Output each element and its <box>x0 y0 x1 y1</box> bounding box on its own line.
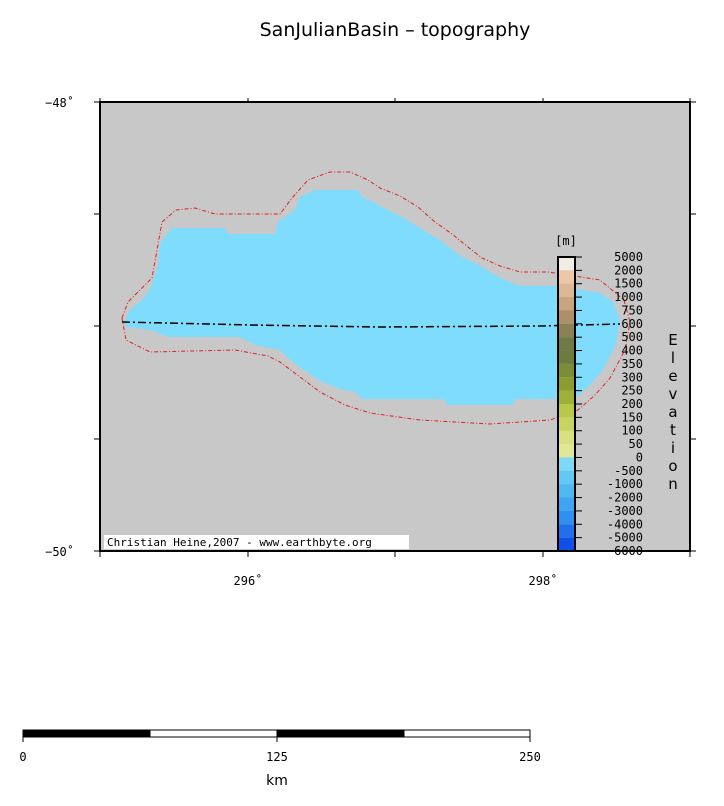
colorbar-bin <box>558 390 575 404</box>
colorbar-bin <box>558 524 575 538</box>
colorbar-bin <box>558 337 575 351</box>
colorbar-label: 500 <box>621 330 643 344</box>
scale-bar: 0 125 250 <box>19 729 541 764</box>
colorbar-label: 600 <box>621 317 643 331</box>
scale-segment <box>149 729 278 738</box>
credit: Christian Heine,2007 - www.earthbyte.org <box>107 536 372 549</box>
colorbar-bin <box>558 377 575 391</box>
colorbar-label: 1500 <box>614 277 643 291</box>
colorbar-bin <box>558 537 575 551</box>
title: SanJulianBasin – topography <box>260 19 531 41</box>
scale-segment <box>22 729 151 738</box>
lon-label: 298˚ <box>529 573 558 588</box>
colorbar-bin <box>558 257 575 271</box>
colorbar-bin <box>558 363 575 378</box>
colorbar-bin <box>558 404 575 418</box>
colorbar-bin <box>558 470 575 485</box>
colorbar-label: 200 <box>621 397 643 411</box>
colorbar-label: -4000 <box>607 517 643 531</box>
colorbar-label: 150 <box>621 410 643 424</box>
colorbar-bin <box>558 270 575 284</box>
scale-label: 125 <box>266 750 288 764</box>
colorbar-bin <box>558 484 575 498</box>
colorbar-label: 5000 <box>614 250 643 264</box>
lon-label: 296˚ <box>234 573 263 588</box>
colorbar-bin <box>558 430 575 445</box>
colorbar-label: 250 <box>621 384 643 398</box>
colorbar-label: 0 <box>636 450 643 464</box>
colorbar-bin <box>558 444 575 458</box>
colorbar-label: 400 <box>621 344 643 358</box>
frame-ticks <box>94 98 696 557</box>
colorbar-bin <box>558 310 575 324</box>
contour <box>121 171 631 425</box>
colorbar-label: -5000 <box>607 531 643 545</box>
colorbar-bin <box>558 297 575 311</box>
basin <box>124 190 620 405</box>
colorbar-label: 1000 <box>614 290 643 304</box>
colorbar-bin <box>558 323 575 338</box>
colorbar-unit: [m] <box>555 234 577 248</box>
lat-label: −48˚ <box>45 95 74 110</box>
colorbar-label: 350 <box>621 357 643 371</box>
colorbar: 5000200015001000750600500400350300250200… <box>557 250 643 558</box>
scale-segment <box>276 729 405 738</box>
scale-label: 250 <box>519 750 541 764</box>
colorbar-label: -2000 <box>607 491 643 505</box>
colorbar-label: -3000 <box>607 504 643 518</box>
colorbar-bin <box>558 350 575 364</box>
lat-label: −50˚ <box>45 544 74 559</box>
colorbar-bin <box>558 497 575 511</box>
credit-box <box>104 535 409 549</box>
colorbar-label: -500 <box>614 464 643 478</box>
colorbar-bin <box>558 457 575 471</box>
colorbar-label: 300 <box>621 370 643 384</box>
colorbar-label: 2000 <box>614 263 643 277</box>
colorbar-bin <box>558 510 575 525</box>
scale-segment <box>403 729 531 738</box>
colorbar-bin <box>558 417 575 431</box>
colorbar-label: -6000 <box>607 544 643 558</box>
colorbar-label: 50 <box>629 437 643 451</box>
colorbar-label: 100 <box>621 424 643 438</box>
colorbar-label: -1000 <box>607 477 643 491</box>
scale-label: 0 <box>19 750 26 764</box>
colorbar-label: 750 <box>621 303 643 317</box>
scale-unit: km <box>266 773 288 789</box>
colorbar-bin <box>558 283 575 298</box>
